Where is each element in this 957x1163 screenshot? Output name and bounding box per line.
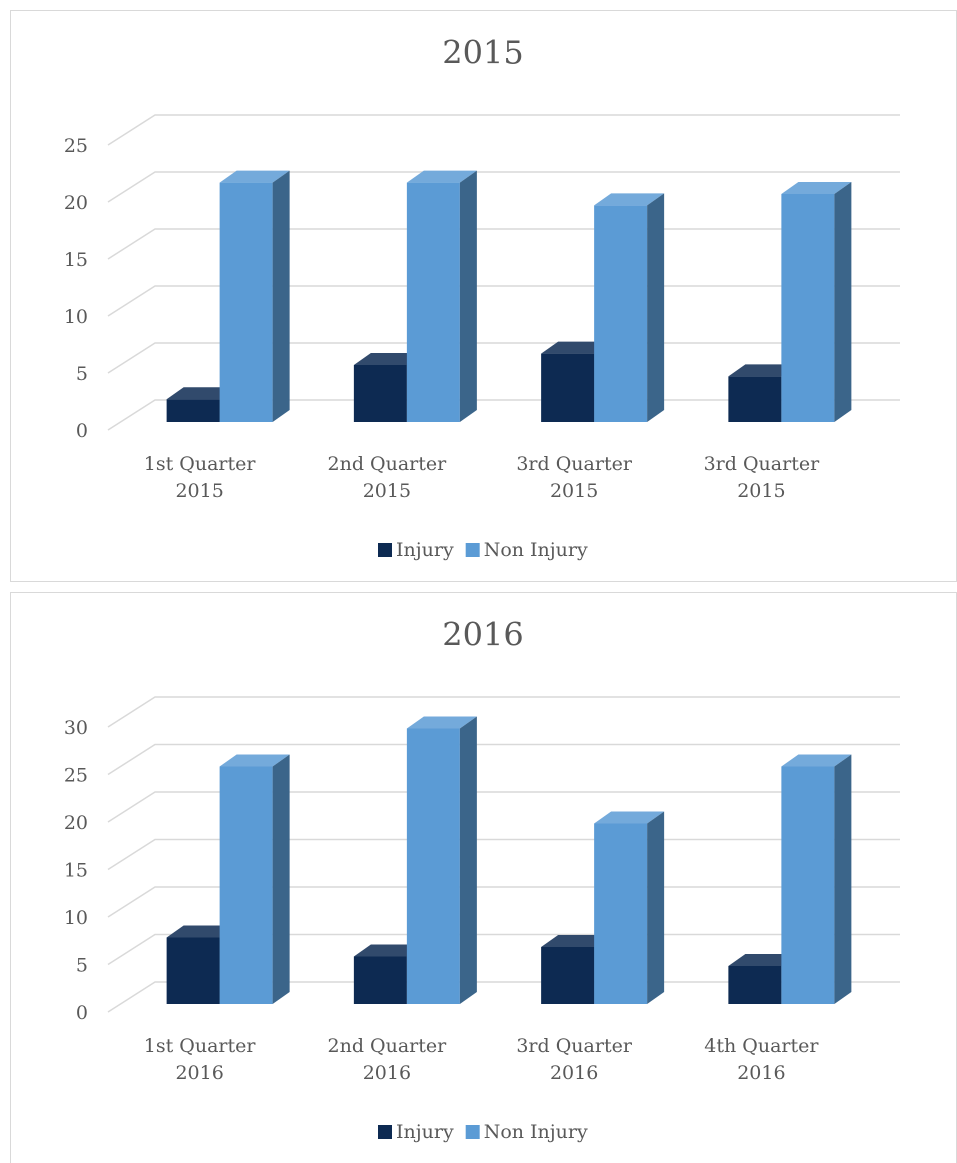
legend-swatch: [465, 543, 480, 557]
bar-front: [728, 376, 782, 422]
bar-side: [272, 754, 290, 1004]
bar-side: [647, 193, 665, 422]
bar-front: [541, 947, 595, 1004]
chart-title: 2016: [442, 616, 523, 654]
bar: [594, 811, 665, 1004]
bar-front: [219, 182, 273, 422]
bar-top: [781, 182, 852, 194]
bar-top: [728, 364, 799, 377]
bar-front: [594, 205, 648, 422]
bar-top: [219, 170, 290, 183]
bar-front: [353, 365, 407, 422]
bar: [219, 754, 290, 1004]
bar-top: [166, 925, 237, 938]
bar-top: [594, 193, 665, 206]
bar-top: [353, 353, 424, 365]
legend-label: Non Injury: [484, 1121, 588, 1143]
y-tick-label: 0: [76, 420, 88, 442]
y-tick-label: 15: [64, 249, 88, 271]
bar-top: [728, 954, 799, 966]
bar-top: [781, 754, 852, 767]
x-tick-label: 1st Quarter 2016: [144, 1035, 257, 1084]
bar-top: [406, 170, 477, 183]
y-tick-label: 25: [64, 135, 88, 157]
y-tick-label: 20: [64, 192, 88, 214]
bar-side: [459, 170, 477, 422]
y-tick-label: 10: [64, 907, 88, 929]
y-tick-label: 30: [64, 717, 88, 739]
bar-top: [541, 935, 612, 947]
bar-side: [272, 170, 290, 422]
bar: [406, 170, 477, 422]
chart-panel: 2015 0 5 10 15 20 25 1st Quarter 2015 2nd Quarter…: [10, 10, 957, 582]
bar-front: [728, 966, 782, 1004]
y-tick-label: 5: [76, 363, 88, 385]
bar-front: [353, 956, 407, 1004]
chart-panel: 2016 0 5 10 15 20 25 30 1st Quarter 2016 2nd Quart…: [10, 592, 957, 1163]
grid-line: [107, 791, 900, 823]
bar-front: [781, 194, 835, 422]
legend-label: Injury: [396, 1121, 454, 1143]
bar-side: [834, 182, 852, 422]
bar-side: [459, 716, 477, 1004]
legend-swatch: [378, 1125, 392, 1139]
x-tick-label: 3rd Quarter 2015: [704, 453, 820, 502]
bar-top: [166, 387, 237, 400]
legend-label: Non Injury: [484, 539, 588, 561]
chart-title: 2015: [442, 34, 523, 72]
y-tick-label: 20: [64, 812, 88, 834]
x-tick-label: 2nd Quarter 2015: [328, 453, 448, 502]
bar-front: [594, 823, 648, 1004]
bar-side: [647, 811, 665, 1004]
bar-top: [353, 944, 424, 957]
y-tick-label: 10: [64, 306, 88, 328]
bar-top: [219, 754, 290, 767]
bar-front: [219, 766, 273, 1004]
bar-top: [594, 811, 665, 824]
bar: [406, 716, 477, 1004]
bar-side: [834, 754, 852, 1004]
bar-top: [406, 716, 477, 729]
y-tick-label: 5: [76, 955, 88, 977]
x-tick-label: 3rd Quarter 2015: [516, 453, 632, 502]
bar-front: [406, 728, 460, 1004]
grid-line: [107, 743, 900, 776]
bar: [594, 193, 665, 422]
x-tick-label: 4th Quarter 2016: [704, 1035, 819, 1084]
x-tick-label: 2nd Quarter 2016: [328, 1035, 448, 1084]
bar-front: [166, 399, 220, 422]
y-tick-label: 15: [64, 860, 88, 882]
x-tick-label: 1st Quarter 2015: [144, 453, 257, 502]
bar-front: [781, 766, 835, 1004]
y-tick-label: 0: [76, 1002, 88, 1024]
grid-line: [107, 114, 900, 146]
y-tick-label: 25: [64, 765, 88, 787]
legend-label: Injury: [396, 539, 454, 561]
x-tick-label: 3rd Quarter 2016: [516, 1035, 632, 1084]
bar-top: [541, 341, 612, 354]
bar-front: [541, 353, 595, 422]
bar: [781, 182, 852, 422]
bar-front: [406, 182, 460, 422]
bar: [219, 170, 290, 422]
legend-swatch: [465, 1125, 480, 1139]
legend-swatch: [378, 543, 392, 557]
bar: [781, 754, 852, 1004]
grid-line: [107, 696, 900, 728]
bar-front: [166, 937, 220, 1004]
grid-line: [107, 171, 900, 203]
